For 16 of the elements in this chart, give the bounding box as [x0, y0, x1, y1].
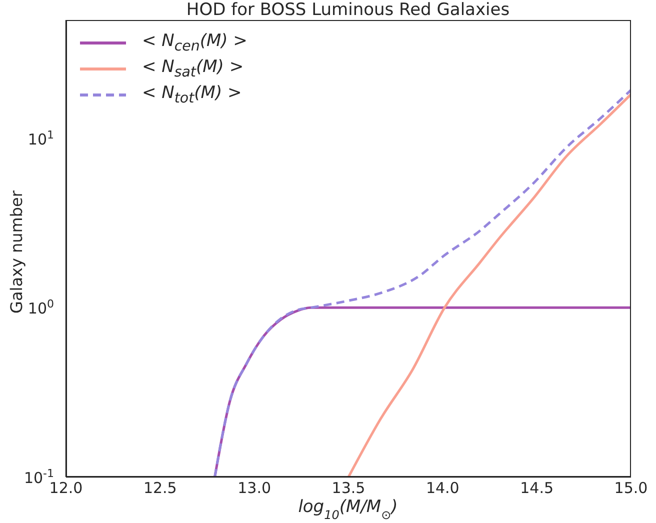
x-axis-title: log$_{10}$(M/M$_{⊙}$) — [298, 497, 398, 522]
y-tick-label: 10$^{0}$ — [28, 297, 54, 318]
x-tick-label: 14.0 — [426, 479, 460, 497]
legend-label: < N$_{tot}$(M) > — [142, 83, 242, 107]
x-tick-label: 14.5 — [520, 479, 554, 497]
x-tick-label: 13.5 — [332, 479, 366, 497]
x-tick-label: 15.0 — [614, 479, 648, 497]
y-tick-label: 10$^{1}$ — [28, 128, 54, 148]
legend-label: < N$_{cen}$(M) > — [142, 31, 248, 55]
line-series — [347, 93, 631, 477]
x-tick-label: 12.5 — [143, 479, 177, 497]
y-axis-title: Galaxy number — [7, 190, 26, 314]
chart-title: HOD for BOSS Luminous Red Galaxies — [186, 0, 510, 20]
legend-label: < N$_{sat}$(M) > — [142, 57, 244, 81]
x-tick-label: 12.0 — [49, 479, 83, 497]
x-tick-label: 13.0 — [238, 479, 272, 497]
